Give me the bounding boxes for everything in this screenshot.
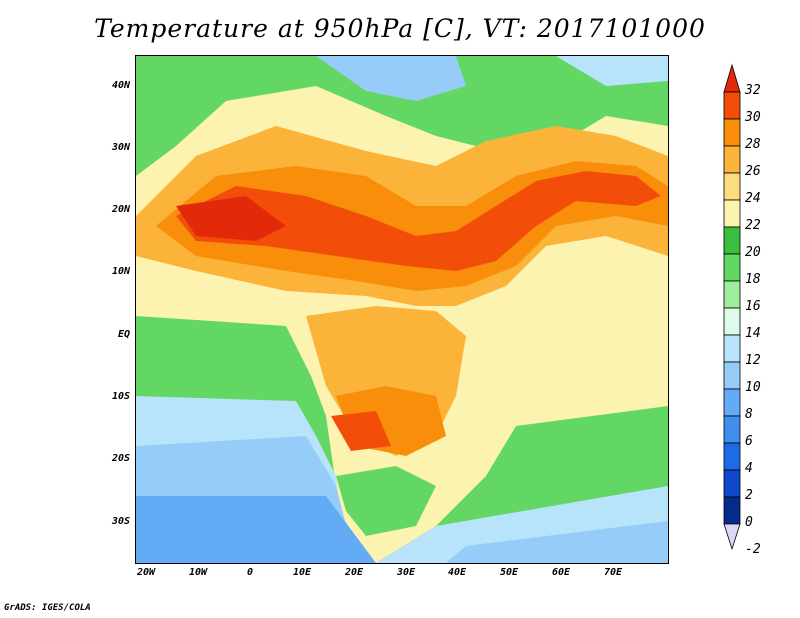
colorbar-tick-label: 8 bbox=[745, 407, 753, 422]
lat-label: 30N bbox=[111, 142, 130, 153]
colorbar-tick-label: 24 bbox=[745, 191, 761, 206]
colorbar-tick-label: 28 bbox=[745, 137, 761, 152]
map-canvas bbox=[136, 56, 668, 563]
colorbar-swatch bbox=[723, 118, 741, 147]
lon-label: 20E bbox=[344, 567, 364, 578]
colorbar-swatch bbox=[723, 496, 741, 525]
south-africa-green-region bbox=[336, 466, 436, 536]
colorbar-bottom-arrow bbox=[723, 523, 741, 551]
colorbar-swatch bbox=[723, 172, 741, 201]
colorbar-swatch bbox=[723, 199, 741, 228]
south-indian-cold-region bbox=[446, 521, 668, 563]
lat-label: EQ bbox=[117, 329, 130, 340]
colorbar-tick-label: 32 bbox=[745, 83, 761, 98]
colorbar-top-arrow bbox=[723, 63, 741, 93]
chart-title: Temperature at 950hPa [C], VT: 201710100… bbox=[94, 14, 706, 43]
south-atlantic-coldest-region bbox=[136, 496, 376, 563]
colorbar-tick-label: 26 bbox=[745, 164, 761, 179]
central-asia-cool-region bbox=[556, 56, 668, 86]
colorbar-swatch bbox=[723, 361, 741, 390]
lat-label: 10N bbox=[111, 266, 130, 277]
colorbar-swatch bbox=[723, 253, 741, 282]
lat-label: 30S bbox=[111, 516, 130, 527]
colorbar-tick-label: 16 bbox=[745, 299, 761, 314]
colorbar-tick-label: 12 bbox=[745, 353, 761, 368]
colorbar-tick-label: 30 bbox=[745, 110, 761, 125]
lon-label: 60E bbox=[551, 567, 571, 578]
sahel-hottest-region bbox=[176, 171, 661, 271]
lon-label: 30E bbox=[396, 567, 416, 578]
colorbar-tick-label: 4 bbox=[745, 461, 753, 476]
colorbar-swatch bbox=[723, 307, 741, 336]
colorbar-swatch bbox=[723, 442, 741, 471]
lon-label: 10W bbox=[188, 567, 208, 578]
colorbar-tick-label: 6 bbox=[745, 434, 753, 449]
lat-label: 40N bbox=[111, 80, 130, 91]
colorbar-tick-label: 14 bbox=[745, 326, 761, 341]
lon-label: 40E bbox=[447, 567, 467, 578]
colorbar-tick-label: 10 bbox=[745, 380, 761, 395]
colorbar-tick-label: -2 bbox=[745, 542, 761, 557]
colorbar-swatch bbox=[723, 91, 741, 120]
colorbar-swatch bbox=[723, 145, 741, 174]
colorbar-swatch bbox=[723, 469, 741, 498]
europe-cool-region bbox=[316, 56, 466, 101]
lat-label: 20S bbox=[111, 453, 130, 464]
colorbar-tick-label: 2 bbox=[745, 488, 753, 503]
colorbar-swatch bbox=[723, 334, 741, 363]
lat-label: 20N bbox=[111, 204, 130, 215]
colorbar-tick-label: 22 bbox=[745, 218, 761, 233]
colorbar-swatch bbox=[723, 226, 741, 255]
lon-label: 10E bbox=[292, 567, 312, 578]
footer-credit: GrADS: IGES/COLA bbox=[4, 603, 91, 613]
colorbar-swatch bbox=[723, 388, 741, 417]
lon-label: 20W bbox=[136, 567, 156, 578]
temperature-map bbox=[135, 55, 669, 564]
colorbar-tick-label: 20 bbox=[745, 245, 761, 260]
lon-label: 0 bbox=[246, 567, 254, 578]
lat-label: 10S bbox=[111, 391, 130, 402]
kalahari-hottest-region bbox=[331, 411, 391, 451]
colorbar-swatch bbox=[723, 280, 741, 309]
lon-label: 70E bbox=[603, 567, 623, 578]
colorbar-swatch bbox=[723, 415, 741, 444]
colorbar-tick-label: 18 bbox=[745, 272, 761, 287]
colorbar bbox=[723, 63, 741, 551]
colorbar-tick-label: 0 bbox=[745, 515, 753, 530]
sahara-peak-region bbox=[176, 196, 286, 241]
lon-label: 50E bbox=[499, 567, 519, 578]
